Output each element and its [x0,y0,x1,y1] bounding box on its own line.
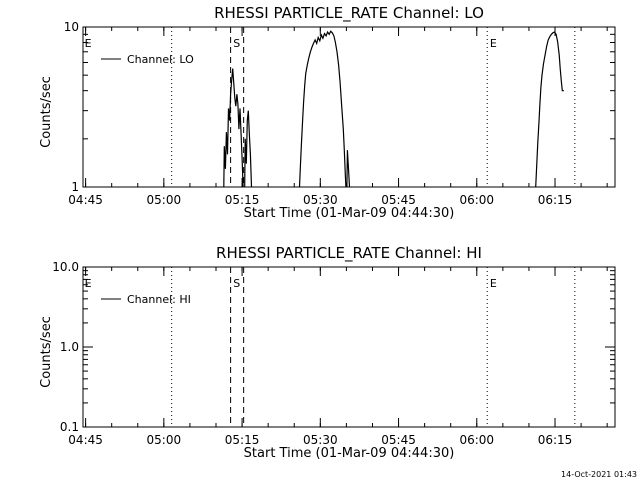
x-axis-label: Start Time (01-Mar-09 04:44:30) [244,446,455,461]
x-tick-label: 05:45 [381,433,416,447]
x-tick-label: 05:00 [147,193,182,207]
legend-label: Channel: LO [127,53,194,66]
x-tick-label: 05:00 [147,433,182,447]
data-line-segment [298,30,347,188]
y-tick-label: 10.0 [52,260,79,274]
chart-title: RHESSI PARTICLE_RATE Channel: HI [216,244,482,263]
x-tick-label: 06:15 [538,433,573,447]
hi-channel-panel: RHESSI PARTICLE_RATE Channel: HI 0.1 1.0 10… [39,244,616,461]
event-marker-label: S [233,277,240,290]
x-tick-label: 05:30 [303,193,338,207]
x-tick-label: 04:45 [68,193,103,207]
x-tick-label: 06:00 [459,193,494,207]
y-tick-label: 10 [64,20,79,34]
x-tick-label: 06:00 [459,433,494,447]
data-line-segment [535,31,564,188]
y-axis-label: Counts/sec [39,316,54,388]
x-tick-label: 06:15 [538,193,573,207]
x-tick-label: 05:15 [225,193,260,207]
y-tick-label: 1 [71,180,79,194]
event-marker-label: E [490,277,497,290]
x-tick-label: 05:30 [303,433,338,447]
chart-title: RHESSI PARTICLE_RATE Channel: LO [214,4,484,23]
legend-label: Channel: HI [127,293,191,306]
lo-channel-panel: RHESSI PARTICLE_RATE Channel: LO 1 10 04:45… [39,4,616,221]
data-line-segment [223,68,244,188]
data-line-segment [346,150,351,188]
event-marker-label: S [233,37,240,50]
y-axis-label: Counts/sec [39,76,54,148]
x-tick-label: 05:45 [381,193,416,207]
event-marker-label: E [490,37,497,50]
generated-timestamp: 14-Oct-2021 01:43 [561,470,637,479]
x-tick-label: 04:45 [68,433,103,447]
x-axis-label: Start Time (01-Mar-09 04:44:30) [244,206,455,221]
y-tick-label: 1.0 [60,340,79,354]
y-tick-label: 0.1 [60,420,79,434]
event-marker-label: E [85,37,92,50]
event-marker-label: E [85,277,92,290]
x-tick-label: 05:15 [225,433,260,447]
data-line-segment [244,110,253,188]
